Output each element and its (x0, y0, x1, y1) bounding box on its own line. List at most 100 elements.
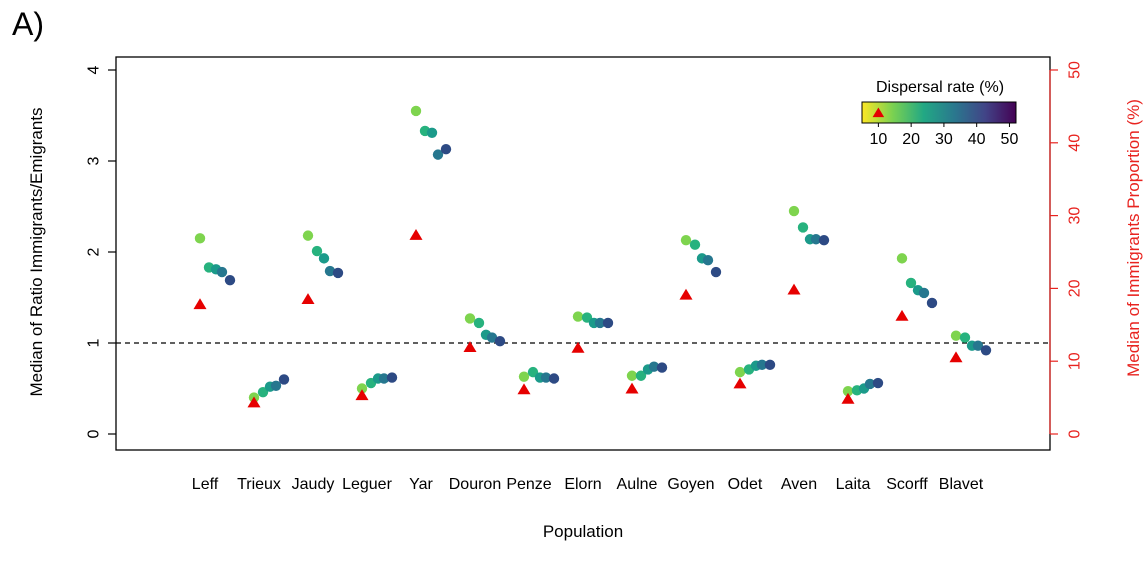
immigrant-proportion-marker (679, 288, 693, 300)
y-right-tick-label: 0 (1067, 429, 1084, 438)
x-tick-label: Jaudy (292, 476, 335, 493)
legend: Dispersal rate (%) 10 20 30 40 50 (861, 79, 1019, 148)
immigrant-proportion-marker (517, 383, 531, 395)
ratio-points (194, 105, 992, 403)
left-axis: 0 1 2 3 4 (86, 65, 116, 438)
y-axis-label: Median of Ratio Immigrants/Emigrants (27, 107, 46, 396)
legend-tick-label: 20 (902, 131, 920, 148)
ratio-point (734, 366, 746, 378)
ratio-point (572, 311, 584, 322)
ratio-point (216, 266, 228, 278)
y-tick-label: 3 (86, 156, 103, 165)
ratio-point (581, 312, 593, 323)
y-right-tick-label: 10 (1067, 352, 1084, 370)
x-tick-label: Penze (506, 476, 551, 493)
legend-colorbar (861, 101, 1017, 124)
x-axis: Leff Trieux Jaudy Leguer Yar Douron Penze Elorn… (192, 476, 984, 493)
ratio-point (926, 297, 938, 309)
y-right-tick-label: 50 (1067, 61, 1084, 79)
ratio-point (432, 149, 444, 160)
ratio-point (318, 253, 330, 264)
x-tick-label: Douron (449, 476, 501, 493)
x-tick-label: Aven (781, 476, 817, 493)
legend-tick-label: 10 (869, 131, 887, 148)
ratio-point (410, 105, 422, 117)
legend-tick-label: 50 (1001, 131, 1019, 148)
immigrant-proportion-marker (787, 283, 801, 295)
immigrant-proportion-marker (463, 341, 477, 353)
x-tick-label: Odet (728, 476, 763, 493)
panel-label: A) (12, 6, 44, 42)
legend-tick-label: 30 (935, 131, 953, 148)
x-tick-label: Elorn (564, 476, 601, 493)
ratio-point (594, 317, 606, 329)
immigrant-proportion-marker (895, 309, 909, 321)
ratio-point (797, 222, 809, 233)
immigrant-proportion-marker (733, 377, 747, 389)
ratio-point (224, 275, 236, 286)
ratio-point (473, 317, 485, 329)
ratio-point (270, 380, 282, 391)
y-tick-label: 0 (86, 429, 103, 438)
ratio-point (540, 372, 552, 383)
x-tick-label: Scorff (886, 476, 928, 493)
ratio-point (864, 378, 876, 390)
ratio-point (302, 230, 314, 241)
x-tick-label: Blavet (939, 476, 984, 493)
ratio-point (818, 234, 830, 246)
y-tick-label: 1 (86, 338, 103, 347)
immigrant-proportion-marker (949, 351, 963, 363)
ratio-point (356, 383, 368, 394)
x-tick-label: Yar (409, 476, 433, 493)
immigrant-proportion-marker (301, 293, 315, 304)
ratio-point (702, 254, 714, 266)
ratio-point (788, 205, 800, 217)
ratio-point (905, 277, 917, 289)
immigrant-proportion-marker (625, 382, 639, 394)
ratio-point (278, 374, 290, 385)
legend-triangle-marker (872, 107, 885, 118)
right-axis: 0 10 20 30 40 50 (1049, 61, 1084, 438)
ratio-point (324, 265, 336, 277)
y-right-tick-label: 30 (1067, 207, 1084, 225)
immigrant-proportion-marker (409, 229, 423, 240)
ratio-point (710, 266, 722, 278)
ratio-point (257, 386, 269, 398)
ratio-point (635, 370, 647, 381)
ratio-point (656, 362, 668, 373)
x-tick-label: Trieux (237, 476, 281, 493)
ratio-point (626, 370, 638, 381)
immigrant-proportion-markers (193, 229, 963, 408)
ratio-point (426, 127, 438, 138)
y-right-tick-label: 40 (1067, 134, 1084, 152)
ratio-point (950, 330, 962, 341)
ratio-point (972, 340, 984, 351)
ratio-point (602, 317, 614, 329)
immigrant-proportion-marker (571, 341, 585, 353)
y-tick-label: 4 (86, 65, 103, 74)
ratio-point (648, 361, 660, 372)
immigrant-proportion-marker (355, 389, 369, 401)
y-axis-right-label: Median of Immigrants Proportion (%) (1124, 99, 1143, 377)
ratio-point (440, 143, 452, 155)
x-tick-label: Goyen (667, 476, 714, 493)
ratio-point (494, 335, 506, 347)
ratio-point (680, 234, 692, 246)
ratio-point (764, 359, 776, 371)
ratio-point (386, 372, 398, 383)
x-tick-label: Laita (836, 476, 871, 493)
ratio-point (527, 366, 539, 378)
y-right-tick-label: 20 (1067, 279, 1084, 297)
ratio-point (918, 287, 930, 299)
ratio-point (842, 386, 854, 397)
x-tick-label: Leguer (342, 476, 392, 493)
ratio-point (464, 313, 476, 324)
ratio-point (689, 239, 701, 250)
legend-tick-label: 40 (968, 131, 986, 148)
ratio-point (756, 359, 768, 371)
ratio-point (378, 373, 390, 384)
ratio-point (980, 345, 992, 356)
legend-title: Dispersal rate (%) (876, 79, 1004, 96)
ratio-point (486, 332, 498, 343)
